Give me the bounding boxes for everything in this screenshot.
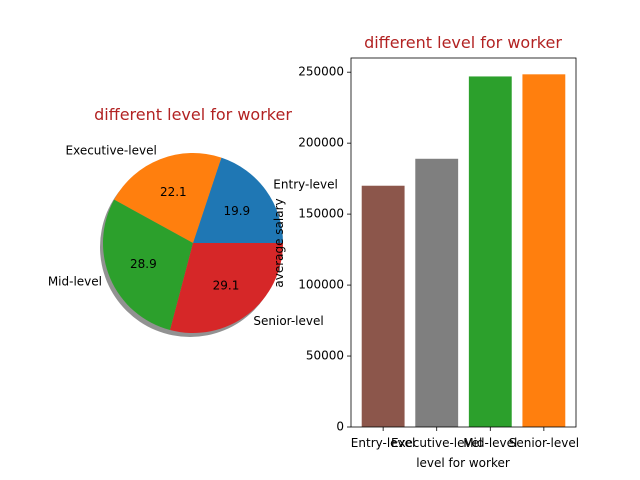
pie-slice-entry-level bbox=[193, 157, 283, 243]
y-tick-label: 50000 bbox=[306, 349, 344, 363]
x-tick-label-senior-level: Senior-level bbox=[509, 436, 579, 450]
pie-label-senior-level: Senior-level bbox=[253, 314, 323, 328]
pie-slice-senior-level bbox=[170, 243, 283, 334]
pie-percent-label-mid-level: 28.9 bbox=[130, 257, 157, 271]
pie-slice-executive-level bbox=[114, 152, 222, 243]
y-tick-label: 0 bbox=[336, 420, 344, 434]
pie-chart-title: different level for worker bbox=[94, 105, 292, 124]
bar-chart-y-ticks: 0 50000 100000 150000 200000 250000 bbox=[298, 65, 351, 434]
bar-chart-x-axis-label: level for worker bbox=[416, 456, 510, 470]
pie-slices bbox=[102, 152, 283, 334]
pie-slice-mid-level bbox=[102, 199, 193, 331]
bar-chart-frame bbox=[350, 57, 577, 428]
pie-labels: Entry-level Executive-level Mid-level Senio… bbox=[48, 143, 338, 328]
pie-percent-label-executive-level: 22.1 bbox=[160, 185, 187, 199]
x-tick-label-entry-level: Entry-level bbox=[351, 436, 416, 450]
y-tick-label: 100000 bbox=[298, 278, 344, 292]
bar-entry-level bbox=[361, 185, 405, 427]
bar-chart-title: different level for worker bbox=[364, 33, 562, 52]
pie-label-executive-level: Executive-level bbox=[66, 143, 157, 157]
y-tick-label: 200000 bbox=[298, 136, 344, 150]
pie-percent-labels: 19.9 22.1 28.9 29.1 bbox=[130, 185, 250, 292]
bar-chart-y-axis-label: average salary bbox=[272, 198, 286, 287]
pie-label-mid-level: Mid-level bbox=[48, 275, 102, 289]
pie-percent-label-entry-level: 19.9 bbox=[223, 204, 250, 218]
bar-chart-bars bbox=[361, 74, 566, 427]
bar-chart: different level for worker 0 50000 100000 1… bbox=[272, 33, 579, 470]
y-tick-label: 150000 bbox=[298, 207, 344, 221]
bar-executive-level bbox=[415, 158, 459, 427]
y-tick-label: 250000 bbox=[298, 65, 344, 79]
bar-chart-x-ticks: Entry-levelExecutive-levelMid-levelSenio… bbox=[351, 427, 579, 450]
bar-senior-level bbox=[522, 74, 566, 427]
bar-mid-level bbox=[468, 76, 512, 427]
pie-chart: different level for worker Entry-level Ex… bbox=[48, 105, 338, 337]
pie-percent-label-senior-level: 29.1 bbox=[213, 278, 240, 292]
bar-chart-axes bbox=[350, 57, 577, 428]
x-tick-label-mid-level: Mid-level bbox=[463, 436, 517, 450]
x-tick-label-executive-level: Executive-level bbox=[391, 436, 482, 450]
pie-label-entry-level: Entry-level bbox=[273, 178, 338, 192]
